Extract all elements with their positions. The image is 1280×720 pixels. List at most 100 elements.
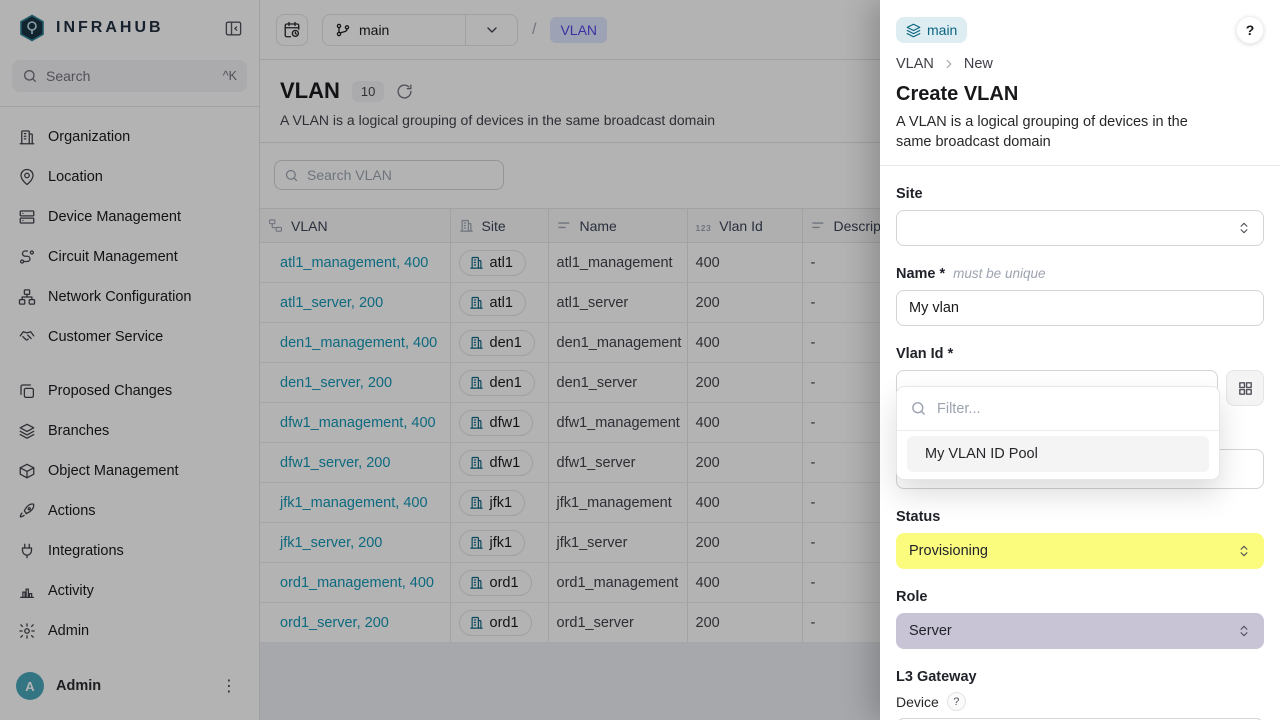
pool-option-my-vlan-id-pool[interactable]: My VLAN ID Pool — [907, 436, 1209, 472]
refresh-icon[interactable] — [396, 83, 413, 100]
site-label: Site — [896, 186, 923, 202]
vlan-link[interactable]: dfw1_server, 200 — [280, 454, 391, 471]
column-header-site[interactable]: Site — [450, 208, 549, 243]
building-icon — [469, 295, 484, 310]
building-icon — [469, 375, 484, 390]
infrahub-logo-icon — [18, 14, 46, 42]
building-icon — [469, 415, 484, 430]
sidebar-item-network-configuration[interactable]: Network Configuration — [10, 277, 249, 317]
drawer-description: A VLAN is a logical grouping of devices … — [896, 114, 1188, 150]
sidebar-item-integrations[interactable]: Integrations — [10, 531, 249, 571]
site-pill[interactable]: den1 — [458, 329, 535, 356]
vlan-link[interactable]: atl1_server, 200 — [280, 294, 384, 311]
vlan-link[interactable]: dfw1_management, 400 — [280, 414, 436, 431]
sidebar-item-proposed-changes[interactable]: Proposed Changes — [10, 371, 249, 411]
building-icon — [469, 575, 484, 590]
vlan-link[interactable]: den1_server, 200 — [280, 374, 393, 391]
admin-icon — [18, 622, 36, 640]
sidebar-item-customer-service[interactable]: Customer Service — [10, 317, 249, 357]
sidebar-item-actions[interactable]: Actions — [10, 491, 249, 531]
branches-icon — [18, 422, 36, 440]
user-name: Admin — [56, 678, 102, 694]
circuit-icon — [18, 248, 36, 266]
building-icon — [469, 335, 484, 350]
vlan-link[interactable]: den1_management, 400 — [280, 334, 438, 351]
site-pill[interactable]: jfk1 — [458, 489, 526, 516]
name-input[interactable]: My vlan — [896, 290, 1264, 326]
branch-dropdown-toggle[interactable] — [465, 14, 517, 45]
pool-filter-input[interactable]: Filter... — [897, 387, 1219, 431]
name-cell: atl1_management — [548, 242, 688, 283]
role-label: Role — [896, 589, 928, 605]
vlan-link[interactable]: atl1_management, 400 — [280, 254, 429, 271]
site-pill[interactable]: dfw1 — [458, 409, 534, 436]
sidebar-item-branches[interactable]: Branches — [10, 411, 249, 451]
help-button[interactable]: ? — [1236, 16, 1264, 44]
sidebar-collapse-icon[interactable] — [222, 17, 245, 40]
search-shortcut: ^K — [222, 69, 237, 83]
role-value: Server — [909, 623, 952, 639]
sidebar-item-organization[interactable]: Organization — [10, 117, 249, 157]
sidebar-item-location[interactable]: Location — [10, 157, 249, 197]
column-header-vlan-id[interactable]: 123 Vlan Id — [687, 208, 803, 243]
drawer-branch-name: main — [927, 22, 958, 38]
vlan-link[interactable]: ord1_management, 400 — [280, 574, 434, 591]
name-label: Name * — [896, 266, 946, 282]
textlines-icon — [557, 218, 572, 233]
actions-icon — [18, 502, 36, 520]
pool-grid-icon — [1238, 381, 1252, 395]
name-cell: jfk1_management — [548, 482, 688, 523]
pool-selector-button[interactable] — [1226, 370, 1264, 406]
modal-dim-overlay[interactable] — [0, 0, 880, 720]
integrations-icon — [18, 542, 36, 560]
drawer-branch-badge: main — [896, 17, 968, 43]
site-select[interactable] — [896, 210, 1264, 246]
vlan-id-cell: 400 — [687, 242, 803, 283]
building-icon — [469, 535, 484, 550]
status-select[interactable]: Provisioning — [896, 533, 1264, 569]
vlan-link[interactable]: jfk1_server, 200 — [280, 534, 383, 551]
user-menu-kebab-icon[interactable]: ⋮ — [221, 678, 237, 695]
building-icon — [469, 455, 484, 470]
pool-dropdown: Filter... My VLAN ID Pool — [896, 386, 1220, 480]
sidebar-item-object-management[interactable]: Object Management — [10, 451, 249, 491]
time-travel-button[interactable] — [276, 13, 308, 46]
site-pill[interactable]: ord1 — [458, 569, 532, 596]
column-header-name[interactable]: Name — [548, 208, 688, 243]
site-pill[interactable]: jfk1 — [458, 529, 526, 556]
site-pill[interactable]: den1 — [458, 369, 535, 396]
sidebar-item-activity[interactable]: Activity — [10, 571, 249, 611]
name-cell: ord1_server — [548, 602, 688, 643]
vlan-link[interactable]: jfk1_management, 400 — [280, 494, 428, 511]
status-value: Provisioning — [909, 543, 988, 559]
breadcrumb-vlan[interactable]: VLAN — [550, 16, 608, 43]
customer-icon — [18, 328, 36, 346]
device-help-icon[interactable]: ? — [946, 692, 966, 711]
column-header-vlan[interactable]: VLAN — [260, 208, 451, 243]
site-pill[interactable]: dfw1 — [458, 449, 534, 476]
drawer-breadcrumb-vlan[interactable]: VLAN — [896, 56, 934, 72]
role-select[interactable]: Server — [896, 613, 1264, 649]
sidebar-nav-secondary: Proposed Changes Branches Object Managem… — [0, 367, 259, 651]
sidebar-divider — [0, 106, 259, 107]
building-icon — [459, 218, 474, 233]
user-row[interactable]: A Admin ⋮ — [0, 660, 259, 720]
object-icon — [18, 462, 36, 480]
site-pill[interactable]: atl1 — [458, 289, 526, 316]
proposed-icon — [18, 382, 36, 400]
device-icon — [18, 208, 36, 226]
logo-row: INFRAHUB — [0, 0, 259, 52]
sidebar-item-circuit-management[interactable]: Circuit Management — [10, 237, 249, 277]
sidebar-search-input[interactable]: Search ^K — [12, 60, 247, 92]
name-cell: den1_server — [548, 362, 688, 403]
site-pill[interactable]: atl1 — [458, 249, 526, 276]
site-pill[interactable]: ord1 — [458, 609, 532, 636]
sidebar-item-admin[interactable]: Admin — [10, 611, 249, 651]
object-search-input[interactable]: Search VLAN — [274, 160, 504, 190]
vlan-link[interactable]: ord1_server, 200 — [280, 614, 389, 631]
breadcrumb-separator: / — [532, 20, 537, 38]
search-icon — [284, 168, 299, 183]
sidebar-item-device-management[interactable]: Device Management — [10, 197, 249, 237]
branch-selector[interactable]: main — [322, 13, 518, 46]
page-title: VLAN — [280, 78, 340, 103]
